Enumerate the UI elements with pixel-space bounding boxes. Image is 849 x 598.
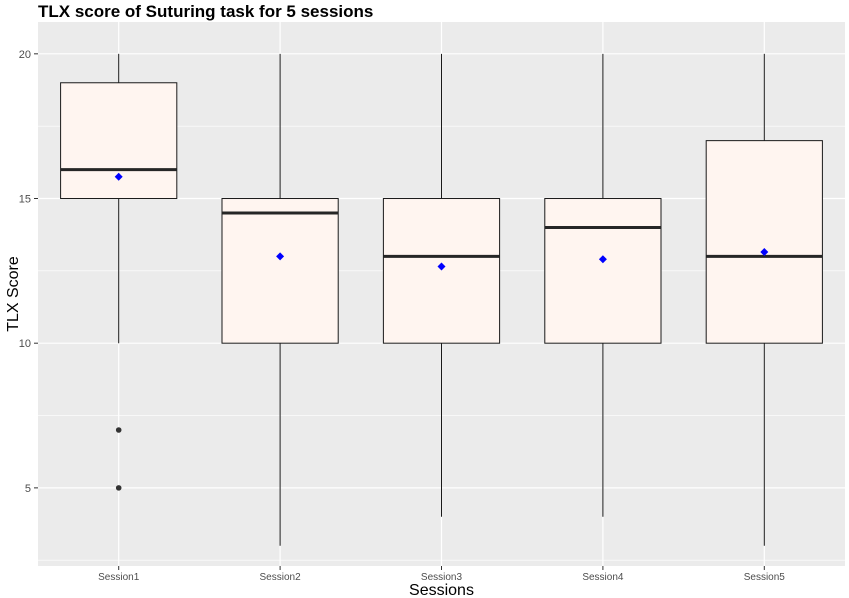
y-tick-label: 10 xyxy=(19,338,31,350)
mean-marker xyxy=(276,252,285,261)
outlier-point xyxy=(115,427,122,433)
box-session5 xyxy=(705,53,823,546)
x-tick-label: Session2 xyxy=(260,572,302,583)
x-axis-label: Sessions xyxy=(409,582,474,598)
box-session1 xyxy=(60,53,178,491)
box-iqr xyxy=(705,140,823,344)
x-tick-label: Session3 xyxy=(421,572,463,583)
box-session3 xyxy=(382,53,501,517)
x-tick-label: Session5 xyxy=(744,572,786,583)
mean-marker xyxy=(760,248,769,257)
box-session4 xyxy=(544,53,662,517)
y-tick-label: 5 xyxy=(25,483,31,495)
x-tick-label: Session1 xyxy=(98,572,140,583)
y-tick-label: 20 xyxy=(19,49,31,61)
box-session2 xyxy=(221,53,339,546)
box-series xyxy=(60,53,823,546)
box-iqr xyxy=(382,198,501,344)
box-iqr xyxy=(60,82,178,200)
y-axis: 5 10 15 20 xyxy=(19,49,38,495)
mean-marker xyxy=(114,172,123,181)
mean-marker xyxy=(598,255,607,264)
y-axis-label: TLX Score xyxy=(5,256,22,332)
box-iqr xyxy=(544,198,662,344)
chart-title: TLX score of Suturing task for 5 session… xyxy=(38,2,374,21)
mean-marker xyxy=(437,262,446,271)
x-tick-label: Session4 xyxy=(582,572,624,583)
box-iqr xyxy=(221,198,339,344)
outlier-point xyxy=(115,485,122,491)
y-tick-label: 15 xyxy=(19,194,31,206)
x-axis: Session1 Session2 Session3 Session4 Session5 xyxy=(98,566,785,583)
